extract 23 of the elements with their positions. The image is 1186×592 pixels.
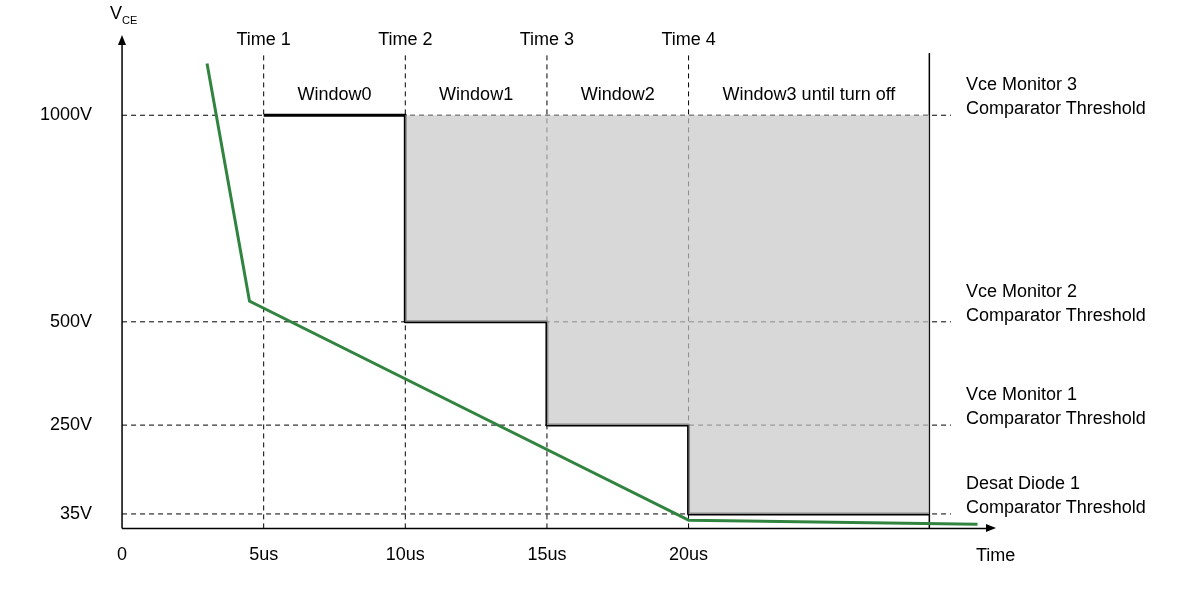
annotation: Window3 until turn off: [722, 84, 897, 105]
ref-line-label: Time 3: [519, 28, 575, 49]
x-tick-label: 15us: [527, 544, 567, 565]
ref-line-label: Vce Monitor 3 Comparator Threshold: [966, 74, 1146, 119]
ref-line-label: Time 2: [378, 28, 433, 49]
ref-line-label: Vce Monitor 2 Comparator Threshold: [966, 280, 1146, 325]
annotation: Window0: [297, 84, 372, 105]
x-tick-label: 5us: [249, 544, 279, 565]
y-tick-label: 1000V: [39, 104, 93, 125]
x-tick-label: 0: [117, 544, 128, 565]
ref-line-label: Vce Monitor 1 Comparator Threshold: [966, 384, 1146, 429]
y-axis-title: V$_{CE}$: [110, 3, 138, 26]
annotation: Window2: [580, 84, 655, 105]
annotation: Window1: [439, 84, 514, 105]
x-tick-label: 10us: [385, 544, 425, 565]
y-tick-label: 35V: [60, 502, 93, 523]
x-axis-title: Time: [976, 545, 1016, 566]
x-tick-label: 20us: [669, 544, 709, 565]
y-tick-label: 500V: [50, 310, 93, 331]
ref-line-label: Desat Diode 1 Comparator Threshold: [966, 472, 1146, 517]
ref-line-label: Time 4: [661, 28, 716, 49]
y-tick-label: 250V: [50, 414, 93, 435]
ref-line-label: Time 1: [236, 28, 291, 49]
